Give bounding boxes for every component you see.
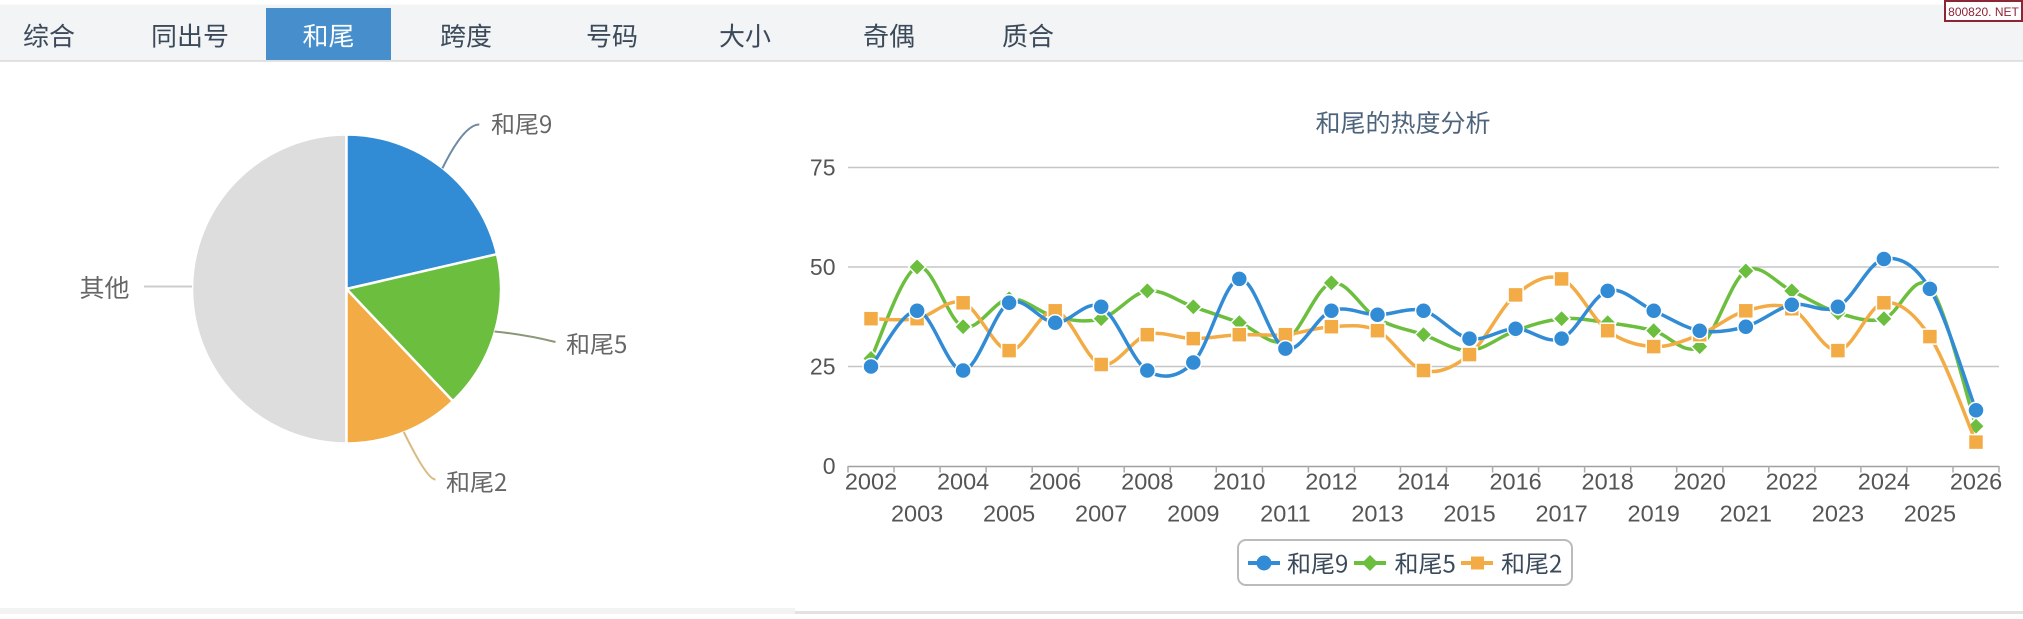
svg-text:2002: 2002	[845, 469, 897, 495]
svg-text:2009: 2009	[1167, 501, 1219, 527]
svg-text:25: 25	[810, 354, 836, 380]
svg-text:800820. NET: 800820. NET	[1948, 5, 2019, 19]
svg-text:2011: 2011	[1260, 501, 1311, 527]
svg-text:2012: 2012	[1305, 469, 1357, 495]
svg-text:2004: 2004	[937, 469, 989, 495]
svg-text:2015: 2015	[1443, 501, 1495, 527]
svg-text:2013: 2013	[1351, 501, 1403, 527]
svg-text:2021: 2021	[1720, 501, 1772, 527]
svg-text:2016: 2016	[1489, 469, 1541, 495]
svg-text:2022: 2022	[1766, 469, 1818, 495]
svg-text:2020: 2020	[1674, 469, 1726, 495]
svg-text:2005: 2005	[983, 501, 1035, 527]
svg-text:2010: 2010	[1213, 469, 1265, 495]
svg-text:2006: 2006	[1029, 469, 1081, 495]
svg-text:2018: 2018	[1582, 469, 1634, 495]
svg-text:75: 75	[810, 155, 836, 181]
svg-text:0: 0	[823, 453, 836, 479]
svg-text:2007: 2007	[1075, 501, 1127, 527]
svg-text:2003: 2003	[891, 501, 943, 527]
svg-text:50: 50	[810, 254, 836, 280]
svg-text:2023: 2023	[1812, 501, 1864, 527]
svg-text:2019: 2019	[1628, 501, 1680, 527]
svg-text:2008: 2008	[1121, 469, 1173, 495]
svg-text:2025: 2025	[1904, 501, 1956, 527]
svg-text:2026: 2026	[1950, 469, 2002, 495]
svg-text:2017: 2017	[1535, 501, 1587, 527]
svg-text:2024: 2024	[1858, 469, 1910, 495]
svg-text:2014: 2014	[1397, 469, 1449, 495]
